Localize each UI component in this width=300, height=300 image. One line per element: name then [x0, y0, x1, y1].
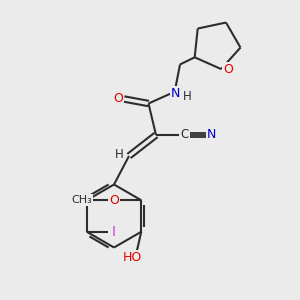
- Text: O: O: [223, 63, 233, 76]
- Text: HO: HO: [123, 251, 142, 264]
- Text: N: N: [171, 86, 180, 100]
- Text: O: O: [113, 92, 123, 106]
- Text: N: N: [207, 128, 216, 142]
- Text: O: O: [109, 194, 119, 207]
- Text: CH₃: CH₃: [71, 195, 92, 205]
- Text: H: H: [182, 89, 191, 103]
- Text: C: C: [180, 128, 188, 142]
- Text: I: I: [112, 225, 116, 239]
- Text: H: H: [115, 148, 124, 161]
